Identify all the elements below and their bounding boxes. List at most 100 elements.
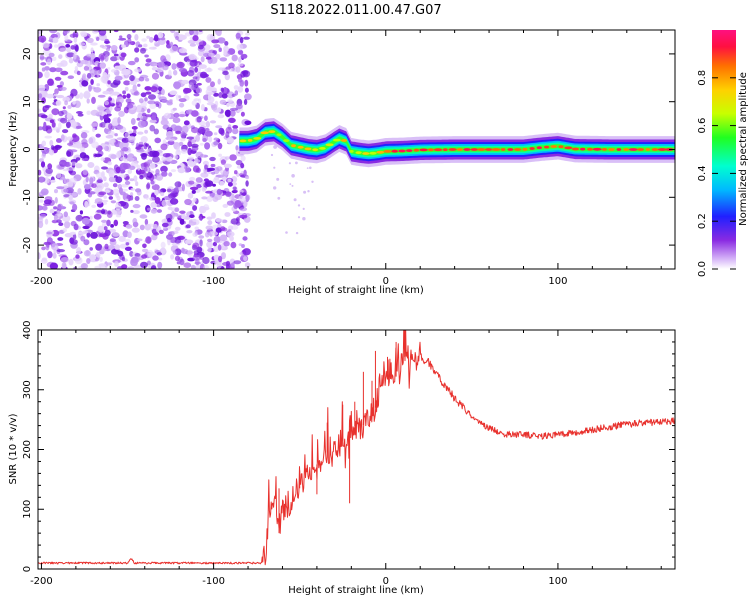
noise-dot bbox=[154, 197, 161, 204]
noise-dot bbox=[49, 30, 58, 34]
noise-dot bbox=[243, 228, 249, 233]
noise-dot bbox=[107, 130, 115, 137]
noise-dot bbox=[235, 66, 241, 73]
noise-dot bbox=[106, 219, 111, 227]
ridge-core bbox=[592, 147, 602, 151]
noise-dot bbox=[132, 217, 138, 225]
noise-dot bbox=[38, 169, 42, 176]
noise-dot bbox=[119, 162, 128, 171]
x-tick-label: 100 bbox=[548, 276, 567, 287]
noise-dot bbox=[124, 180, 131, 185]
noise-dot bbox=[206, 241, 214, 249]
noise-dot bbox=[60, 257, 69, 263]
noise-dot bbox=[62, 106, 66, 110]
ridge-core bbox=[485, 148, 493, 151]
noise-dot bbox=[99, 62, 107, 69]
noise-dot bbox=[66, 136, 74, 141]
noise-dot bbox=[189, 186, 199, 191]
noise-dot bbox=[134, 34, 139, 41]
noise-dot bbox=[119, 243, 128, 249]
noise-dot bbox=[43, 121, 47, 129]
noise-dot bbox=[67, 75, 75, 79]
noise-dot bbox=[56, 62, 64, 67]
noise-dot bbox=[235, 32, 241, 39]
noise-dot bbox=[194, 66, 199, 73]
noise-dot bbox=[204, 164, 208, 170]
noise-dot bbox=[63, 211, 68, 218]
noise-dot bbox=[114, 208, 122, 216]
noise-dot bbox=[192, 218, 197, 222]
noise-dot bbox=[167, 99, 173, 104]
noise-dot bbox=[230, 262, 235, 268]
noise-dot bbox=[38, 84, 46, 92]
noise-dot bbox=[140, 92, 147, 98]
noise-dot bbox=[115, 71, 120, 77]
ridge-core bbox=[628, 148, 638, 151]
noise-dot bbox=[148, 94, 156, 100]
noise-dot bbox=[239, 172, 245, 177]
noise-dot bbox=[139, 214, 148, 219]
noise-dot bbox=[195, 177, 203, 183]
noise-dot bbox=[217, 107, 222, 113]
noise-dot bbox=[123, 80, 131, 86]
noise-dot bbox=[72, 133, 77, 138]
noise-dot bbox=[70, 45, 76, 50]
colorbar-tick-label: 0.4 bbox=[697, 165, 708, 181]
noise-dot bbox=[198, 44, 204, 50]
noise-dot bbox=[231, 54, 238, 62]
noise-dot bbox=[153, 34, 159, 42]
noise-dot bbox=[47, 251, 53, 259]
noise-dot bbox=[217, 67, 225, 71]
noise-dot bbox=[149, 36, 154, 43]
noise-dot bbox=[146, 35, 151, 39]
noise-dot bbox=[195, 151, 204, 159]
noise-dot bbox=[243, 36, 250, 40]
speckle-dot bbox=[302, 217, 306, 221]
ridge-core bbox=[355, 151, 362, 155]
noise-dot bbox=[209, 156, 216, 162]
noise-dot bbox=[193, 197, 197, 202]
ridge-core bbox=[500, 148, 506, 151]
noise-dot bbox=[176, 214, 182, 218]
ridge-core bbox=[571, 147, 580, 151]
noise-dot bbox=[161, 171, 168, 177]
noise-dot bbox=[85, 176, 89, 183]
y-tick-label: 10 bbox=[22, 95, 33, 108]
noise-dot bbox=[208, 52, 215, 57]
noise-dot bbox=[56, 172, 62, 179]
noise-dot bbox=[38, 252, 41, 260]
noise-dot bbox=[120, 52, 127, 58]
noise-dot bbox=[232, 128, 239, 135]
noise-dot bbox=[195, 134, 201, 142]
noise-dot bbox=[200, 104, 205, 111]
noise-dot bbox=[86, 258, 91, 264]
noise-dot bbox=[148, 147, 153, 151]
noise-dot bbox=[180, 212, 186, 220]
y-tick-label: 400 bbox=[22, 320, 33, 339]
noise-dot bbox=[97, 94, 106, 98]
noise-dot bbox=[154, 137, 161, 144]
noise-dot bbox=[82, 73, 87, 80]
noise-dot bbox=[62, 228, 67, 233]
noise-dot bbox=[103, 176, 107, 182]
noise-dot bbox=[161, 117, 168, 123]
speckle-dot bbox=[285, 231, 288, 234]
noise-dot bbox=[225, 66, 231, 70]
snr-x-ticks: -200 -100 0 100 bbox=[30, 330, 662, 587]
noise-dot bbox=[223, 163, 232, 168]
noise-dot bbox=[141, 112, 147, 117]
noise-dot bbox=[145, 77, 150, 82]
noise-dot bbox=[187, 39, 196, 44]
noise-dot bbox=[94, 153, 103, 158]
noise-dot bbox=[103, 114, 109, 121]
noise-dot bbox=[186, 230, 193, 234]
noise-dot bbox=[62, 162, 69, 166]
noise-dot bbox=[216, 188, 223, 195]
noise-dot bbox=[110, 82, 119, 88]
noise-dot bbox=[72, 233, 77, 240]
noise-dot bbox=[50, 33, 58, 39]
noise-dot bbox=[49, 208, 55, 214]
noise-dot bbox=[166, 234, 174, 240]
noise-dot bbox=[144, 129, 149, 134]
